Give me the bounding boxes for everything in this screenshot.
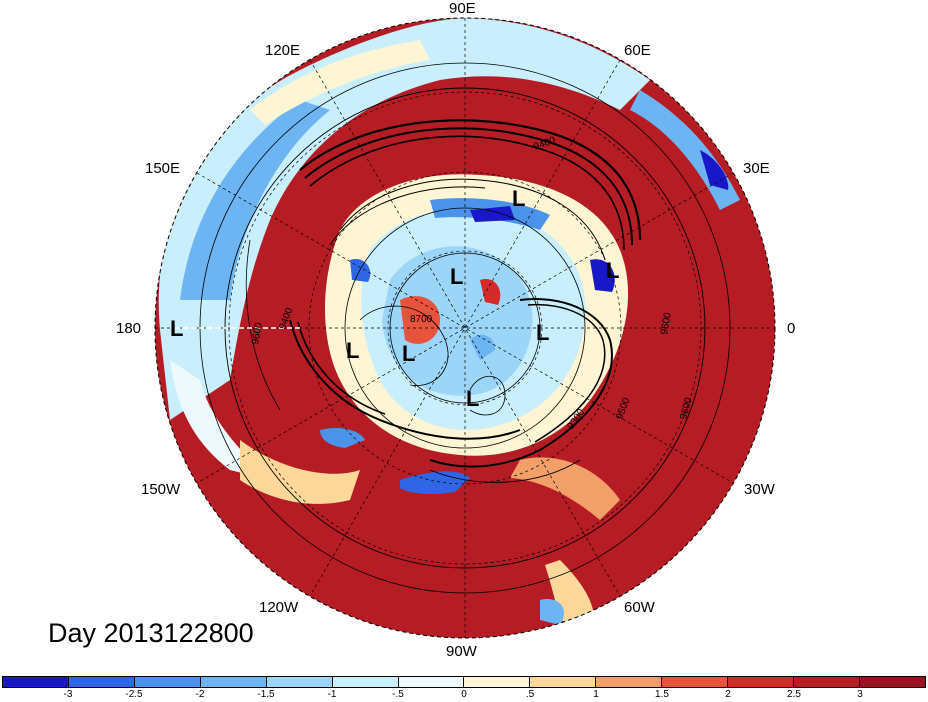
low-marker: L <box>466 386 479 411</box>
colorbar-tick-label: -2.5 <box>125 689 143 700</box>
lon-label-90e: 90E <box>449 0 476 17</box>
colorbar-tick-label: 2 <box>725 689 731 700</box>
colorbar <box>2 676 926 688</box>
colorbar-tick-label: -1.5 <box>257 689 275 700</box>
lon-label-0: 0 <box>787 320 796 337</box>
colorbar-segment <box>3 677 69 687</box>
colorbar-segment <box>200 677 267 687</box>
map-title: Day 2013122800 <box>48 618 254 648</box>
colorbar-segment <box>266 677 333 687</box>
lon-label-150w: 150W <box>141 481 181 498</box>
colorbar-tick-label: -2 <box>195 689 205 700</box>
low-marker: L <box>170 316 183 341</box>
colorbar-ticks: -3 -2.5 -2 -1.5 -1 -.5 0 .5 1 1.5 2 2.5 3 <box>2 689 926 702</box>
colorbar-segment <box>464 677 531 687</box>
low-marker: L <box>346 338 359 363</box>
lon-label-180: 180 <box>116 320 142 337</box>
lon-label-90w: 90W <box>446 643 477 660</box>
low-marker: L <box>606 258 619 283</box>
colorbar-tick-label: -1 <box>327 689 337 700</box>
low-markers: L L L L L L L L L <box>170 186 619 411</box>
colorbar-tick-label: 2.5 <box>787 689 801 700</box>
colorbar-segment <box>794 677 860 687</box>
low-marker: L <box>402 341 415 366</box>
colorbar-segment <box>332 677 399 687</box>
contour-label: 9600 <box>659 311 674 335</box>
colorbar-segment <box>134 677 201 687</box>
colorbar-segment <box>859 677 925 687</box>
colorbar-tick-label: 1 <box>593 689 599 700</box>
colorbar-tick-label: 3 <box>857 689 863 700</box>
lon-label-120w: 120W <box>259 599 299 616</box>
colorbar-tick-label: .5 <box>525 689 535 700</box>
lon-label-150e: 150E <box>145 160 181 177</box>
colorbar-segment <box>728 677 795 687</box>
contour-label: 8700 <box>410 314 433 325</box>
colorbar-tick-label: 1.5 <box>655 689 669 700</box>
lon-label-30w: 30W <box>744 481 775 498</box>
colorbar-segment <box>68 677 135 687</box>
colorbar-tick-label: -3 <box>63 689 73 700</box>
map-boundary <box>154 17 776 639</box>
colorbar-tick-label: 0 <box>461 689 467 700</box>
lon-label-120e: 120E <box>265 42 301 59</box>
graticule <box>155 18 775 638</box>
lon-label-30e: 30E <box>743 160 770 177</box>
contour-label: 9600 <box>250 321 265 345</box>
low-marker: L <box>536 320 549 345</box>
colorbar-segment <box>662 677 729 687</box>
lon-label-60w: 60W <box>624 599 655 616</box>
lon-label-60e: 60E <box>624 42 651 59</box>
colorbar-segment <box>530 677 597 687</box>
low-marker: L <box>450 264 463 289</box>
colorbar-tick-label: -.5 <box>392 689 404 700</box>
colorbar-segment <box>398 677 465 687</box>
colorbar-segment <box>596 677 663 687</box>
low-marker: L <box>512 186 525 211</box>
